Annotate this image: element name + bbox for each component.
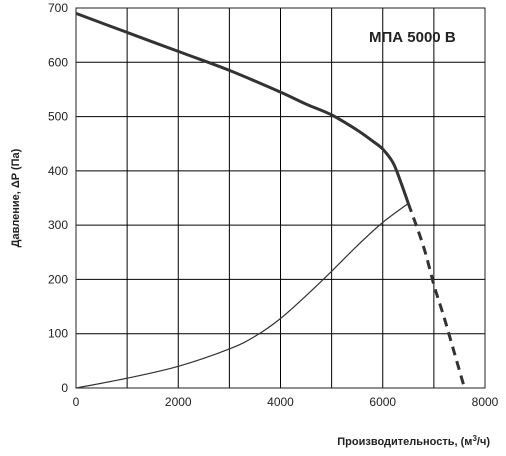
fan-curve-extension-line — [406, 202, 466, 389]
x-axis-label-tail: /ч) — [477, 436, 490, 448]
plot-frame — [75, 7, 486, 389]
y-tick-label: 500 — [48, 110, 68, 124]
y-tick-label: 100 — [48, 327, 68, 341]
y-tick-label: 700 — [48, 1, 68, 15]
y-tick-label: 0 — [61, 381, 68, 395]
fan-curve-line — [75, 11, 410, 204]
y-tick-label: 600 — [48, 55, 68, 69]
y-tick-label: 400 — [48, 164, 68, 178]
system-curve-line — [75, 202, 409, 389]
model-annotation: МПА 5000 В — [369, 29, 456, 46]
x-axis-label-superscript: 3 — [472, 434, 477, 443]
x-tick-label: 2000 — [165, 395, 192, 409]
y-tick-label: 200 — [48, 272, 68, 286]
x-axis-label: Производительность, (м3/ч) — [337, 434, 490, 448]
x-tick-label: 8000 — [472, 395, 499, 409]
curves — [75, 11, 466, 389]
x-axis-label-text: Производительность, (м — [337, 436, 472, 448]
x-tick-label: 4000 — [267, 395, 294, 409]
y-axis-label: Давление, ΔP (Па) — [10, 148, 22, 247]
tick-labels: 0 2000 4000 6000 8000 0 100 200 300 400 500 600 700 — [48, 1, 499, 409]
grid-lines — [75, 7, 486, 389]
y-tick-label: 300 — [48, 218, 68, 232]
x-tick-label: 6000 — [369, 395, 396, 409]
x-tick-label: 0 — [73, 395, 80, 409]
